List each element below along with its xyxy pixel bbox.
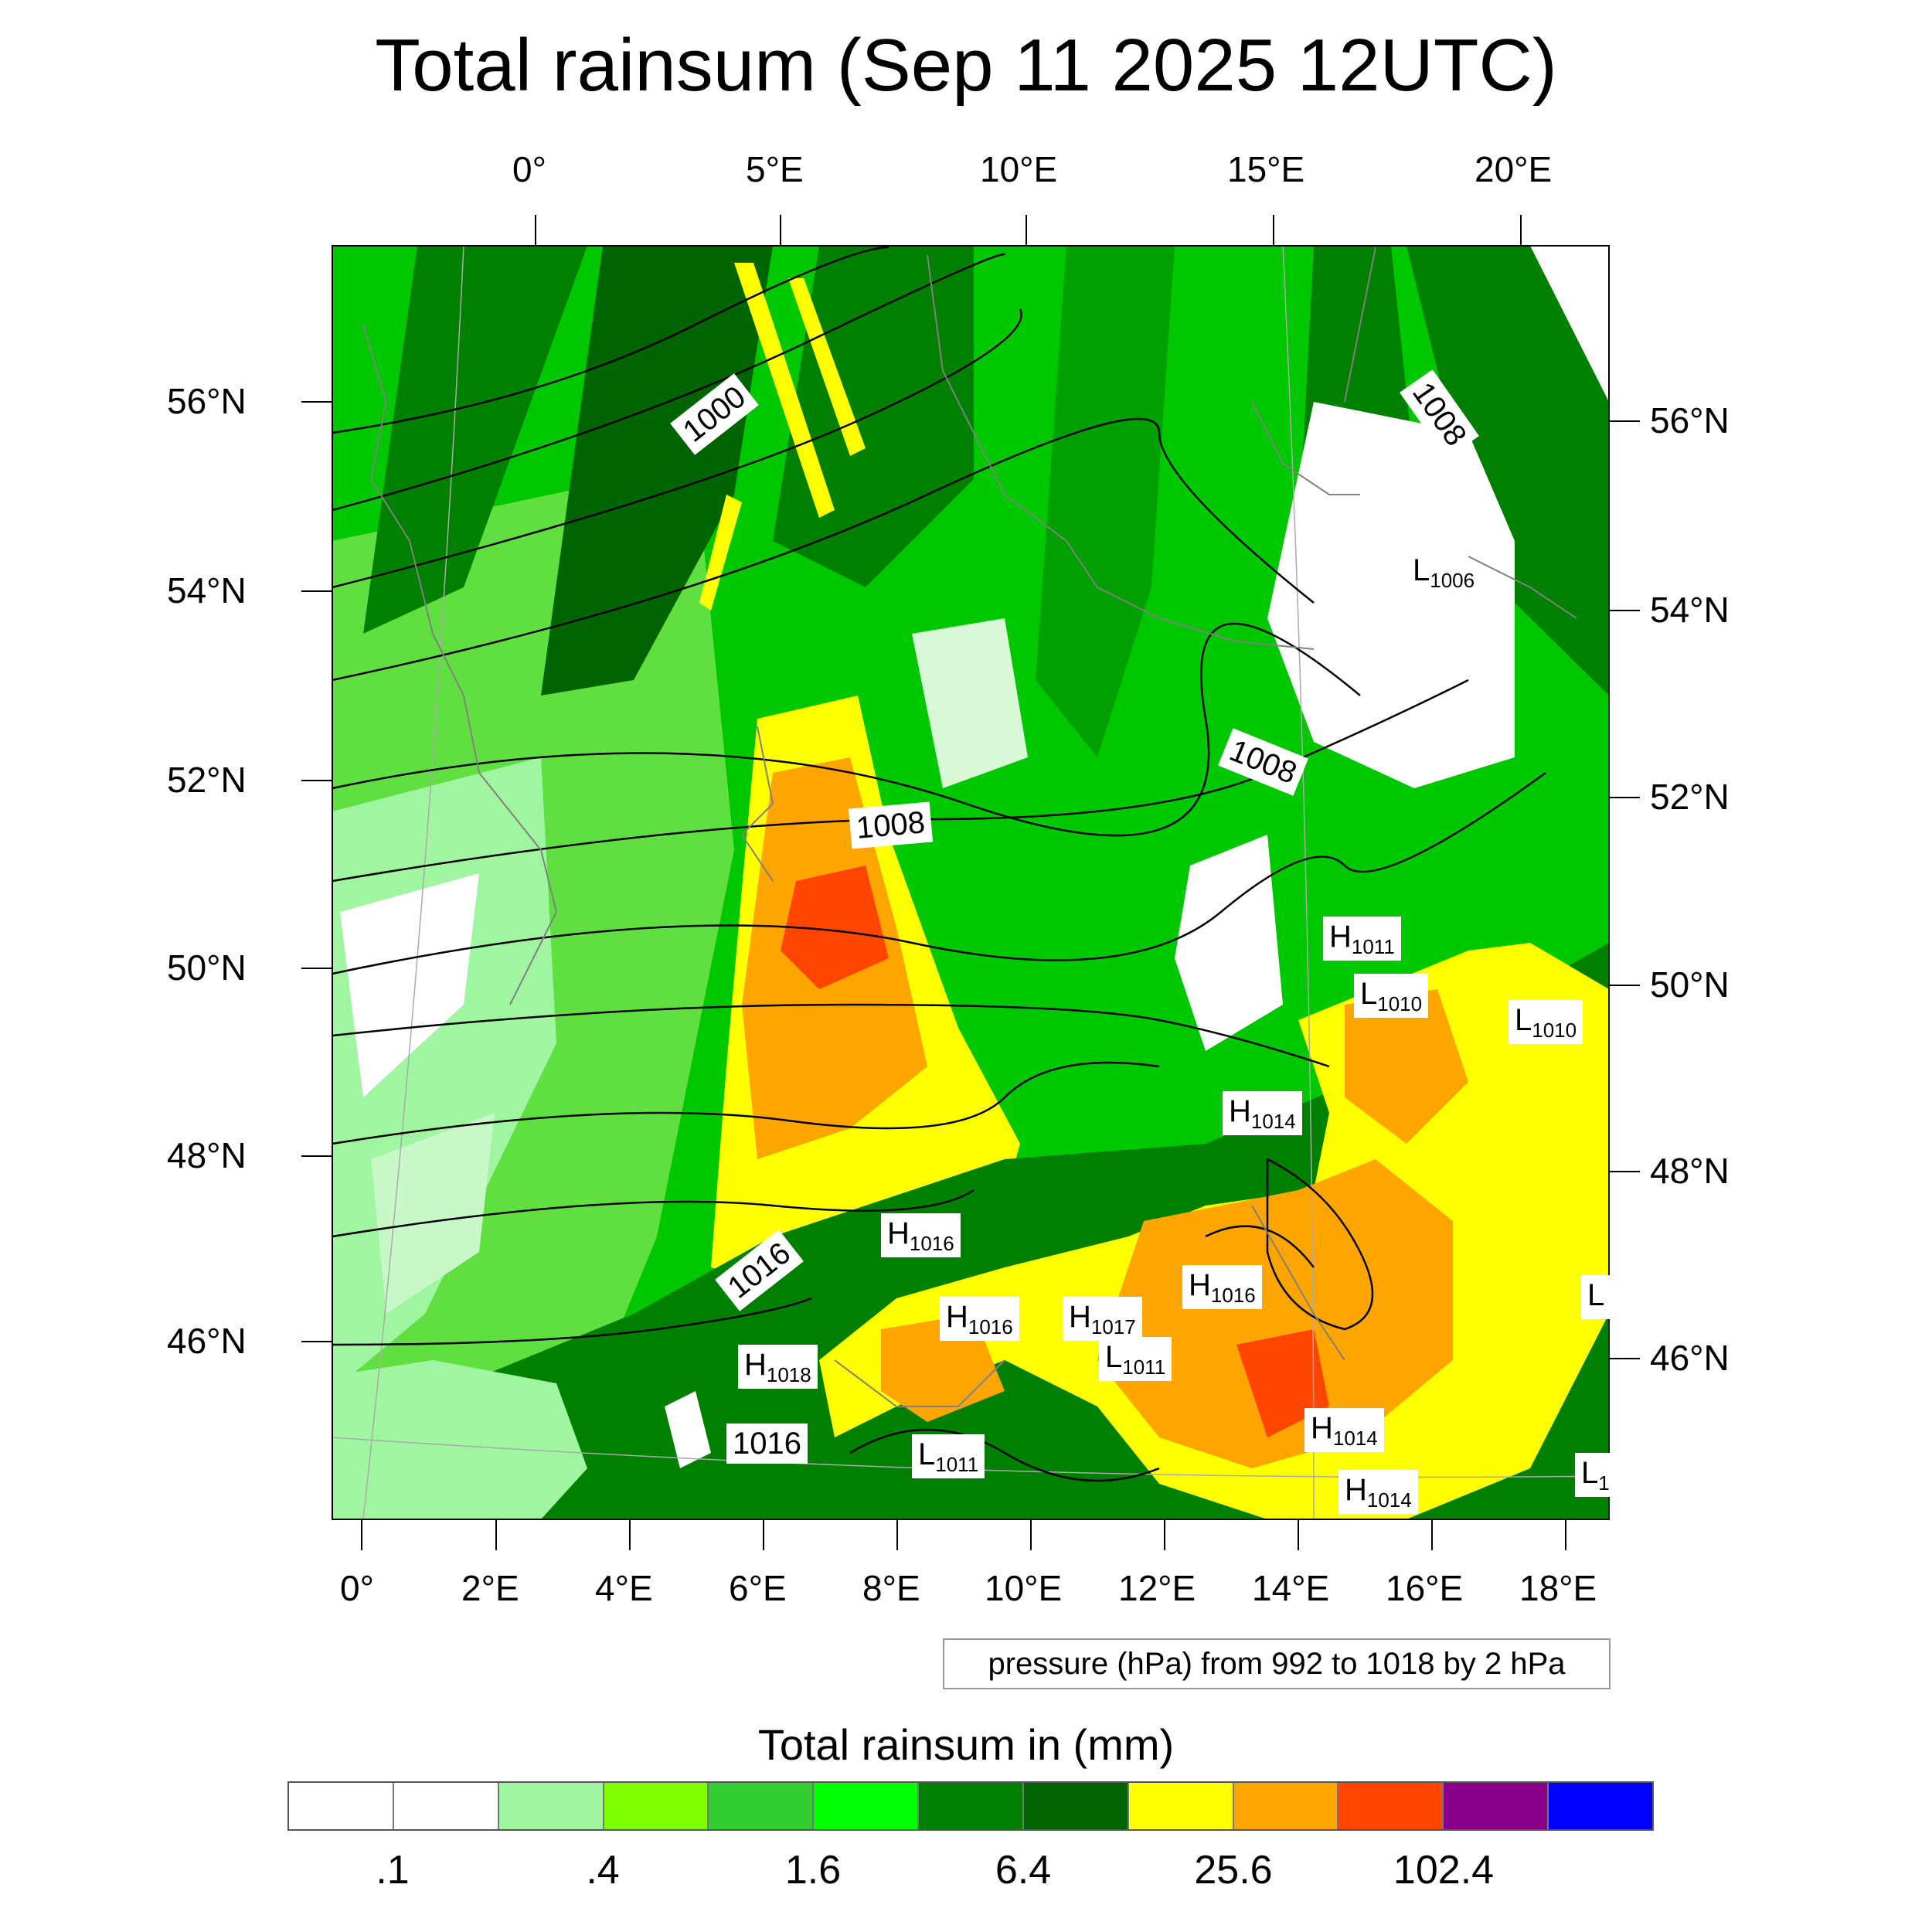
coastlines <box>362 247 1577 1407</box>
axis-ticks <box>301 215 1640 1550</box>
colorbar-tick-label: 25.6 <box>1194 1848 1273 1893</box>
colorbar-swatch <box>919 1783 1024 1829</box>
bottom-lon-label: 8°E <box>862 1568 920 1608</box>
pressure-center: H1014 <box>1223 1091 1302 1136</box>
bottom-lon-label: 10°E <box>985 1568 1063 1608</box>
left-lat-label: 46°N <box>167 1321 247 1361</box>
colorbar-swatch <box>1023 1783 1129 1829</box>
graticule <box>332 246 1609 1519</box>
bottom-lon-label: 2°E <box>461 1568 519 1608</box>
top-lon-label: 5°E <box>746 149 804 189</box>
bottom-lon-label: 6°E <box>729 1568 787 1608</box>
left-lat-label: 56°N <box>167 381 247 421</box>
right-lat-label: 50°N <box>1650 964 1730 1005</box>
left-lat-label: 48°N <box>167 1135 247 1175</box>
top-lon-label: 20°E <box>1475 149 1553 189</box>
pressure-info-text: pressure (hPa) from 992 to 1018 by 2 hPa <box>988 1646 1566 1681</box>
bottom-lon-label: 14°E <box>1252 1568 1330 1608</box>
colorbar-swatch <box>393 1783 499 1829</box>
bottom-lon-label: 4°E <box>595 1568 653 1608</box>
pressure-center: H1016 <box>940 1297 1019 1342</box>
pressure-center: L1006 <box>1413 553 1475 592</box>
pressure-center: L1011 <box>912 1434 985 1479</box>
right-lat-label: 56°N <box>1650 400 1730 440</box>
colorbar-swatch <box>1338 1783 1444 1829</box>
colorbar-swatch <box>289 1783 394 1829</box>
rain-field <box>332 246 1609 1519</box>
pressure-center: H1011 <box>1323 917 1401 961</box>
colorbar-tick-label: 6.4 <box>995 1848 1052 1893</box>
bottom-lon-label: 12°E <box>1118 1568 1196 1608</box>
pressure-center: L <box>1581 1275 1611 1320</box>
bottom-lon-label: 0° <box>340 1568 374 1608</box>
colorbar-title: Total rainsum in (mm) <box>757 1720 1175 1769</box>
pressure-center: L1011 <box>1099 1337 1172 1382</box>
map-title: Total rainsum (Sep 11 2025 12UTC) <box>375 24 1557 107</box>
colorbar-tick-label: 102.4 <box>1393 1848 1495 1893</box>
contour-label: 1016 <box>726 1423 808 1464</box>
top-lon-label: 0° <box>512 149 546 189</box>
pressure-center: L1 <box>1575 1453 1616 1498</box>
left-lat-label: 50°N <box>167 947 247 988</box>
colorbar-swatch <box>1233 1783 1339 1829</box>
colorbar-swatch <box>814 1783 920 1829</box>
colorbar-swatch <box>1444 1783 1549 1829</box>
colorbar-tick-label: 1.6 <box>784 1848 842 1893</box>
pressure-center: H1016 <box>1182 1265 1262 1310</box>
right-lat-label: 48°N <box>1650 1151 1730 1191</box>
map-frame <box>332 245 1610 1520</box>
bottom-lon-label: 18°E <box>1519 1568 1597 1608</box>
pressure-center: H1018 <box>738 1345 818 1389</box>
pressure-center: H1014 <box>1338 1470 1418 1515</box>
pressure-center: L1010 <box>1354 974 1429 1019</box>
top-lon-label: 15°E <box>1227 149 1305 189</box>
colorbar-tick-label: .4 <box>586 1848 620 1893</box>
pressure-center: H1017 <box>1063 1297 1142 1342</box>
pressure-info-box: pressure (hPa) from 992 to 1018 by 2 hPa <box>943 1638 1611 1689</box>
colorbar-swatch <box>709 1783 815 1829</box>
pressure-center: L1010 <box>1509 1000 1583 1045</box>
colorbar-swatch <box>1128 1783 1234 1829</box>
left-lat-label: 54°N <box>167 570 247 611</box>
right-lat-label: 52°N <box>1650 777 1730 817</box>
bottom-lon-label: 16°E <box>1386 1568 1464 1608</box>
isobar-contours <box>332 246 1546 1482</box>
pressure-center: H1016 <box>881 1213 961 1258</box>
pressure-center: H1014 <box>1304 1408 1384 1453</box>
colorbar <box>287 1781 1654 1831</box>
right-lat-label: 46°N <box>1650 1338 1730 1378</box>
top-lon-label: 10°E <box>980 149 1058 189</box>
colorbar-tick-label: .1 <box>376 1848 410 1893</box>
colorbar-swatch <box>604 1783 709 1829</box>
colorbar-swatch <box>498 1783 604 1829</box>
left-lat-label: 52°N <box>167 760 247 800</box>
contour-label: 1008 <box>848 801 934 849</box>
colorbar-swatch <box>1549 1783 1652 1829</box>
right-lat-label: 54°N <box>1650 590 1730 630</box>
